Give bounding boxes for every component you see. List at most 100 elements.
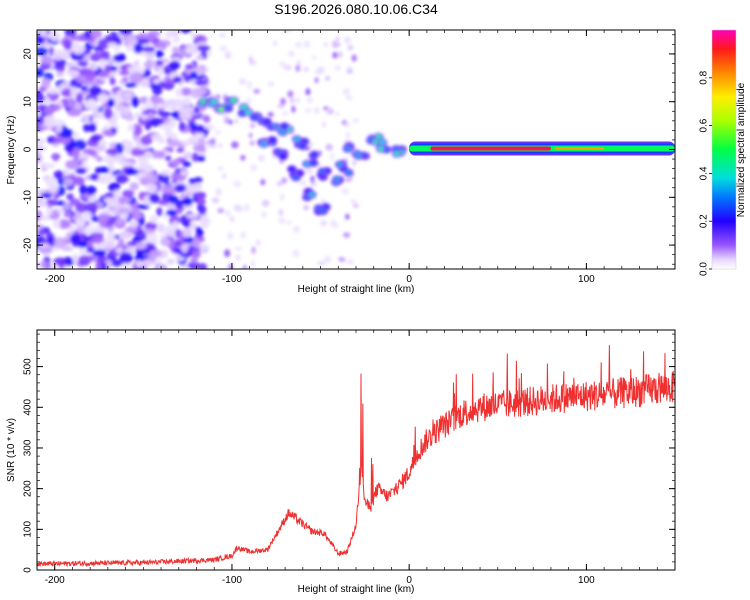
noise-speck xyxy=(219,45,228,52)
noise-speck xyxy=(98,71,108,78)
noise-speck xyxy=(125,44,135,52)
noise-speck xyxy=(120,161,134,168)
noise-speck xyxy=(87,240,94,248)
noise-speck xyxy=(194,79,208,86)
noise-speck xyxy=(40,215,52,221)
noise-speck xyxy=(40,42,54,49)
spectrogram-image xyxy=(37,30,675,269)
noise-speck xyxy=(127,66,138,74)
noise-speck xyxy=(250,260,256,267)
ridge-point xyxy=(218,107,225,113)
noise-speck xyxy=(207,141,213,149)
noise-speck xyxy=(345,213,350,220)
noise-speck xyxy=(196,197,206,206)
noise-speck xyxy=(231,141,239,149)
noise-speck xyxy=(105,239,116,250)
noise-speck xyxy=(69,234,81,244)
noise-speck xyxy=(160,169,172,176)
noise-speck xyxy=(185,45,199,55)
noise-speck xyxy=(243,203,250,212)
noise-speck xyxy=(39,30,47,38)
noise-speck xyxy=(88,63,99,71)
noise-speck xyxy=(192,238,201,249)
noise-speck xyxy=(169,60,181,70)
noise-speck xyxy=(164,99,179,105)
noise-speck xyxy=(248,60,257,66)
noise-speck xyxy=(261,199,270,207)
noise-speck xyxy=(172,46,179,55)
noise-speck xyxy=(43,96,51,106)
noise-speck xyxy=(159,238,171,246)
colorbar-tick-label: 0.2 xyxy=(699,214,710,228)
noise-speck xyxy=(158,111,172,117)
colorbar-tick-label: 0.6 xyxy=(699,118,710,132)
noise-speck xyxy=(122,91,134,99)
noise-speck xyxy=(37,152,42,163)
x-tick-label: -200 xyxy=(45,274,65,285)
noise-speck xyxy=(277,104,285,109)
noise-speck xyxy=(43,106,55,116)
noise-speck xyxy=(111,36,122,43)
noise-speck xyxy=(308,141,314,148)
colorbar-ticks: 0.0 0.2 0.4 0.6 0.8 xyxy=(699,70,712,276)
noise-speck xyxy=(117,238,125,250)
noise-speck xyxy=(310,175,315,183)
noise-speck xyxy=(86,245,95,254)
noise-speck xyxy=(65,159,80,170)
y-tick-label: 100 xyxy=(23,521,34,538)
noise-speck xyxy=(193,88,208,96)
noise-speck xyxy=(321,121,327,128)
x-tick-label: 100 xyxy=(578,274,595,285)
ridge-point xyxy=(344,146,351,152)
noise-speck xyxy=(87,98,97,108)
noise-speck xyxy=(85,70,97,81)
ridge-point xyxy=(263,118,270,124)
noise-speck xyxy=(149,193,160,204)
noise-speck xyxy=(175,88,183,97)
noise-speck xyxy=(196,45,211,52)
noise-speck xyxy=(337,51,343,58)
noise-speck xyxy=(74,103,83,110)
noise-speck xyxy=(40,260,49,269)
noise-speck xyxy=(149,214,158,224)
noise-speck xyxy=(331,40,338,48)
noise-speck xyxy=(103,197,117,203)
snr-axes: -200 -100 0 100 0 100 200 300 400 500 xyxy=(23,330,676,586)
noise-speck xyxy=(122,76,129,83)
noise-speck xyxy=(157,136,164,144)
noise-speck xyxy=(122,190,134,198)
snr-frame xyxy=(36,329,676,571)
noise-speck xyxy=(167,140,180,148)
noise-speck xyxy=(61,245,74,252)
colorbar-tick-label: 0.8 xyxy=(699,70,710,84)
noise-speck xyxy=(155,103,169,109)
noise-speck xyxy=(113,54,126,63)
noise-speck xyxy=(121,261,131,269)
y-tick-label: 0 xyxy=(23,146,34,152)
noise-speck xyxy=(95,261,103,269)
noise-speck xyxy=(102,129,114,137)
snr-series-line xyxy=(37,345,675,568)
noise-speck xyxy=(294,41,302,48)
noise-speck xyxy=(192,250,201,259)
x-tick-label: -100 xyxy=(222,575,242,586)
x-tick-label: 0 xyxy=(406,274,412,285)
noise-speck xyxy=(246,81,253,89)
noise-speck xyxy=(124,226,138,233)
noise-speck xyxy=(136,259,143,269)
y-tick-label: -10 xyxy=(23,190,34,205)
noise-speck xyxy=(198,263,208,269)
noise-speck xyxy=(106,98,116,108)
noise-speck xyxy=(194,184,202,194)
noise-speck xyxy=(37,67,44,78)
noise-speck xyxy=(335,36,340,42)
noise-speck xyxy=(55,71,64,77)
noise-speck xyxy=(71,51,85,62)
noise-speck xyxy=(203,66,210,72)
noise-speck xyxy=(349,199,357,204)
noise-speck xyxy=(179,30,192,34)
y-tick-label: 500 xyxy=(23,358,34,375)
noise-speck xyxy=(88,85,102,96)
